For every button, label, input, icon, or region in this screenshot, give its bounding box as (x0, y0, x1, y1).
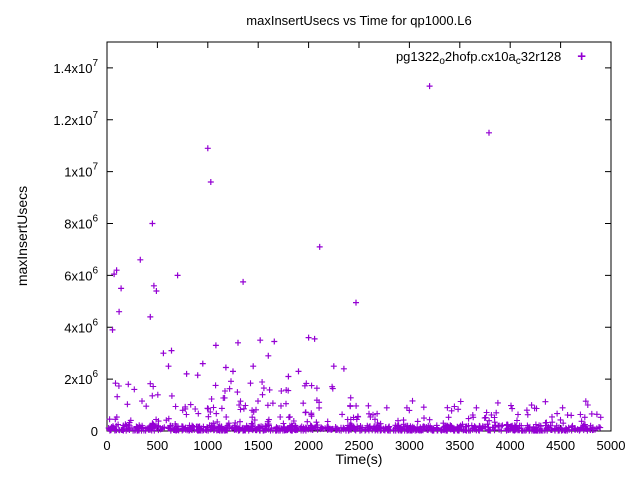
legend-label-subscript: c (515, 56, 521, 67)
x-tick-label: 500 (147, 438, 169, 453)
y-tick-label: 2x106 (64, 369, 98, 387)
x-tick-label: 0 (103, 438, 110, 453)
x-tick-label: 2500 (345, 438, 374, 453)
y-axis-label: maxInsertUsecs (14, 185, 30, 287)
x-tick-label: 5000 (597, 438, 626, 453)
x-tick-label: 1000 (193, 438, 222, 453)
legend: pg1322o2hofp.cx10ac32r128 + (396, 48, 586, 67)
points-layer (105, 83, 604, 434)
y-tick-label: 4x106 (64, 317, 98, 335)
x-tick-label: 4500 (546, 438, 575, 453)
y-tick-label: 6x106 (64, 265, 98, 283)
y-tick-label: 0 (91, 424, 98, 439)
y-axis: 0 2x106 4x106 6x106 8x106 1x107 1.2x107 1.4x107 (53, 58, 611, 439)
x-axis: 0 500 1000 1500 2000 2500 3000 3500 4000 4500 5000 (103, 42, 625, 453)
y-tick-label: 8x106 (64, 214, 98, 232)
legend-marker-plus: + (577, 48, 586, 65)
y-tick-label: 1x107 (64, 162, 98, 180)
x-axis-label: Time(s) (335, 451, 383, 467)
legend-label-part: 2hofp.cx10a (444, 49, 516, 64)
x-tick-label: 4000 (496, 438, 525, 453)
outlier-data-points (109, 83, 492, 380)
legend-label-subscript: o (439, 56, 445, 67)
legend-label-part: 32r128 (520, 49, 562, 64)
x-tick-label: 3000 (395, 438, 424, 453)
plot-border (106, 41, 612, 432)
y-tick-label: 1.4x107 (53, 58, 98, 76)
y-tick-label: 1.2x107 (53, 110, 98, 128)
chart-title: maxInsertUsecs vs Time for qp1000.L6 (246, 13, 472, 28)
legend-label-part: pg1322 (395, 49, 440, 64)
x-tick-label: 3500 (445, 438, 474, 453)
x-tick-label: 2000 (294, 438, 323, 453)
band-data-points (105, 378, 604, 434)
x-tick-label: 1500 (244, 438, 273, 453)
